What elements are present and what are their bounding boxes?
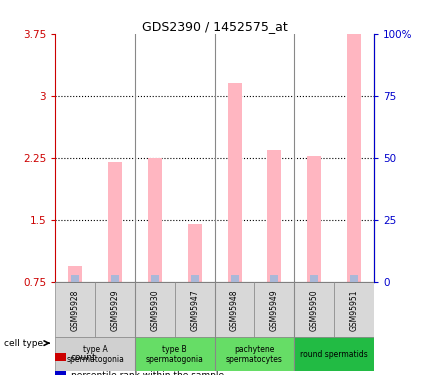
- Bar: [135, 282, 175, 338]
- Bar: [347, 34, 361, 282]
- Bar: [267, 150, 281, 282]
- Bar: [227, 84, 241, 282]
- Bar: [230, 275, 238, 282]
- Text: GSM95949: GSM95949: [270, 289, 279, 331]
- Bar: [307, 156, 321, 282]
- Bar: [71, 275, 79, 282]
- Text: GSM95951: GSM95951: [350, 289, 359, 331]
- Text: pachytene
spermatocytes: pachytene spermatocytes: [226, 345, 283, 364]
- Bar: [95, 282, 135, 338]
- Bar: [215, 338, 294, 371]
- Text: GSM95929: GSM95929: [110, 289, 119, 331]
- Text: GSM95950: GSM95950: [310, 289, 319, 331]
- Text: count: count: [71, 352, 96, 362]
- Bar: [188, 224, 202, 282]
- Text: GSM95928: GSM95928: [71, 289, 79, 331]
- Text: GSM95947: GSM95947: [190, 289, 199, 331]
- Bar: [334, 282, 374, 338]
- Bar: [68, 266, 82, 282]
- Text: GSM95930: GSM95930: [150, 289, 159, 331]
- Bar: [191, 275, 198, 282]
- Text: round spermatids: round spermatids: [300, 350, 368, 359]
- Bar: [270, 275, 278, 282]
- Bar: [310, 275, 318, 282]
- Bar: [55, 282, 95, 338]
- Title: GDS2390 / 1452575_at: GDS2390 / 1452575_at: [142, 20, 287, 33]
- Bar: [151, 275, 159, 282]
- Text: cell type: cell type: [4, 339, 43, 348]
- Bar: [255, 282, 294, 338]
- Bar: [215, 282, 255, 338]
- Text: percentile rank within the sample: percentile rank within the sample: [71, 370, 224, 375]
- Text: GSM95948: GSM95948: [230, 289, 239, 331]
- Text: type B
spermatogonia: type B spermatogonia: [146, 345, 204, 364]
- Bar: [148, 158, 162, 282]
- Bar: [55, 338, 135, 371]
- Bar: [350, 275, 358, 282]
- Bar: [108, 162, 122, 282]
- Bar: [294, 338, 374, 371]
- Text: type A
spermatogonia: type A spermatogonia: [66, 345, 124, 364]
- Bar: [294, 282, 334, 338]
- Bar: [175, 282, 215, 338]
- Bar: [135, 338, 215, 371]
- Bar: [111, 275, 119, 282]
